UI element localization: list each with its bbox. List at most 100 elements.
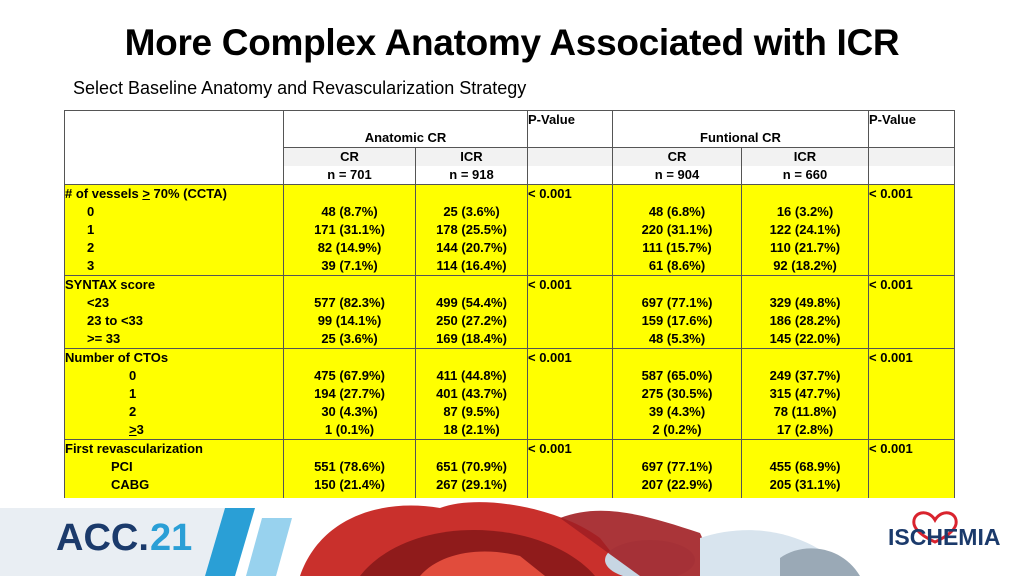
cell xyxy=(415,439,528,458)
functional-icr-col: ICR xyxy=(741,147,869,166)
pvalue-cell xyxy=(527,221,613,239)
pvalue-cell xyxy=(527,203,613,221)
pvalue-cell: < 0.001 xyxy=(527,439,613,458)
cell: 587 (65.0%) xyxy=(612,367,742,385)
cell xyxy=(741,439,869,458)
pvalue-cell: < 0.001 xyxy=(868,184,955,203)
pvalue-cell xyxy=(527,312,613,330)
pvalue-cell xyxy=(868,312,955,330)
cell: 205 (31.1%) xyxy=(741,476,869,499)
cell: 114 (16.4%) xyxy=(415,257,528,276)
row-label: 2 xyxy=(64,239,284,257)
cell xyxy=(415,275,528,294)
cell: 78 (11.8%) xyxy=(741,403,869,421)
pvalue-cell: < 0.001 xyxy=(527,348,613,367)
cell: 159 (17.6%) xyxy=(612,312,742,330)
cell: 267 (29.1%) xyxy=(415,476,528,499)
cell xyxy=(283,348,416,367)
cell: 169 (18.4%) xyxy=(415,330,528,349)
cell xyxy=(283,184,416,203)
cell: 1 (0.1%) xyxy=(283,421,416,440)
cell: 577 (82.3%) xyxy=(283,294,416,312)
cell: 150 (21.4%) xyxy=(283,476,416,499)
pvalue-cell: < 0.001 xyxy=(868,348,955,367)
cell: 144 (20.7%) xyxy=(415,239,528,257)
row-label: 2 xyxy=(64,403,284,421)
row-label: 1 xyxy=(64,385,284,403)
row-label-ctos: Number of CTOs xyxy=(64,348,284,367)
pvalue-cell xyxy=(868,403,955,421)
cell: 110 (21.7%) xyxy=(741,239,869,257)
pvalue-cell xyxy=(527,476,613,499)
cell: 250 (27.2%) xyxy=(415,312,528,330)
cell: 475 (67.9%) xyxy=(283,367,416,385)
row-label-vessels: # of vessels > 70% (CCTA) xyxy=(64,184,284,203)
pvalue-cell xyxy=(868,330,955,349)
pvalue-cell xyxy=(868,458,955,476)
pvalue-cell xyxy=(868,294,955,312)
cell: 194 (27.7%) xyxy=(283,385,416,403)
anatomic-icr-col: ICR xyxy=(415,147,528,166)
cell xyxy=(612,348,742,367)
cell: 145 (22.0%) xyxy=(741,330,869,349)
pvalue-cell: < 0.001 xyxy=(868,275,955,294)
acc-logo-num: 21 xyxy=(150,517,192,559)
pvalue-cell xyxy=(527,330,613,349)
functional-cr-col: CR xyxy=(612,147,742,166)
cell: 111 (15.7%) xyxy=(612,239,742,257)
row-label: CABG xyxy=(64,476,284,499)
row-label-syntax: SYNTAX score xyxy=(64,275,284,294)
cell: 92 (18.2%) xyxy=(741,257,869,276)
cell xyxy=(612,184,742,203)
cell: 315 (47.7%) xyxy=(741,385,869,403)
cell: 275 (30.5%) xyxy=(612,385,742,403)
cell: 220 (31.1%) xyxy=(612,221,742,239)
row-label: 0 xyxy=(64,367,284,385)
anatomic-icr-n: n = 918 xyxy=(415,166,528,185)
cell: 17 (2.8%) xyxy=(741,421,869,440)
anatomic-cr-n: n = 701 xyxy=(283,166,416,185)
acc-logo-panel xyxy=(0,508,225,576)
pvalue-cell xyxy=(868,367,955,385)
row-label: 23 to <33 xyxy=(64,312,284,330)
cell: 697 (77.1%) xyxy=(612,294,742,312)
cell: 455 (68.9%) xyxy=(741,458,869,476)
cell xyxy=(741,348,869,367)
pvalue-cell: < 0.001 xyxy=(527,275,613,294)
cell: 401 (43.7%) xyxy=(415,385,528,403)
cell: 171 (31.1%) xyxy=(283,221,416,239)
cell xyxy=(612,439,742,458)
cell: 39 (4.3%) xyxy=(612,403,742,421)
pvalue-cell xyxy=(527,458,613,476)
pvalue-cell xyxy=(527,403,613,421)
cell: 499 (54.4%) xyxy=(415,294,528,312)
cell: 18 (2.1%) xyxy=(415,421,528,440)
acc-logo-text: ACC. xyxy=(56,517,149,559)
pvalue-cell xyxy=(527,421,613,440)
cell: 697 (77.1%) xyxy=(612,458,742,476)
row-label: 1 xyxy=(64,221,284,239)
row-label: 0 xyxy=(64,203,284,221)
row-label-revasc: First revascularization xyxy=(64,439,284,458)
cell xyxy=(612,275,742,294)
cell: 178 (25.5%) xyxy=(415,221,528,239)
cell: 551 (78.6%) xyxy=(283,458,416,476)
pvalue-cell xyxy=(868,221,955,239)
cell xyxy=(283,275,416,294)
cell: 25 (3.6%) xyxy=(283,330,416,349)
row-label: >3 xyxy=(64,421,284,440)
pvalue-cell xyxy=(527,294,613,312)
cell: 39 (7.1%) xyxy=(283,257,416,276)
cell: 411 (44.8%) xyxy=(415,367,528,385)
cell xyxy=(741,275,869,294)
cell: 122 (24.1%) xyxy=(741,221,869,239)
cell: 48 (5.3%) xyxy=(612,330,742,349)
row-label: >= 33 xyxy=(64,330,284,349)
pvalue-cell xyxy=(868,476,955,499)
anatomic-pvalue-header: P-Value xyxy=(527,110,613,129)
pvalue-cell xyxy=(868,203,955,221)
cell: 87 (9.5%) xyxy=(415,403,528,421)
anatomic-cr-col: CR xyxy=(283,147,416,166)
ischemia-logo: ISCHEMIA xyxy=(888,524,1000,550)
cell xyxy=(415,348,528,367)
